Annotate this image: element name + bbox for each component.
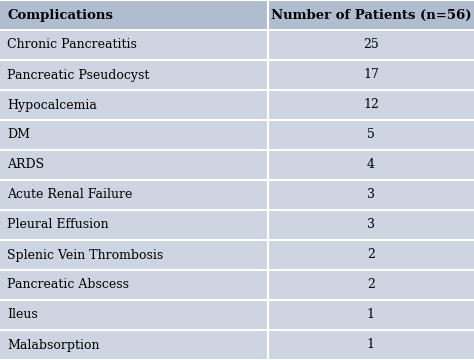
Text: 2: 2 [367, 279, 375, 292]
Text: Ileus: Ileus [7, 309, 38, 321]
Text: Complications: Complications [7, 9, 113, 22]
Text: Pancreatic Pseudocyst: Pancreatic Pseudocyst [7, 68, 149, 81]
Text: 12: 12 [363, 99, 379, 112]
Text: DM: DM [7, 129, 30, 141]
Text: 1: 1 [367, 309, 375, 321]
Text: Acute Renal Failure: Acute Renal Failure [7, 189, 133, 202]
Text: Number of Patients (n=56): Number of Patients (n=56) [271, 9, 471, 22]
Text: Pleural Effusion: Pleural Effusion [7, 219, 109, 231]
Text: 1: 1 [367, 338, 375, 351]
Text: Chronic Pancreatitis: Chronic Pancreatitis [7, 39, 137, 51]
Text: 3: 3 [367, 189, 375, 202]
Text: 25: 25 [363, 39, 379, 51]
Text: 17: 17 [363, 68, 379, 81]
Text: Malabsorption: Malabsorption [7, 338, 100, 351]
Text: 2: 2 [367, 248, 375, 261]
Text: 3: 3 [367, 219, 375, 231]
Bar [0, 0, 474, 30]
Text: 5: 5 [367, 129, 375, 141]
Text: 4: 4 [367, 158, 375, 171]
Text: ARDS: ARDS [7, 158, 44, 171]
Text: Splenic Vein Thrombosis: Splenic Vein Thrombosis [7, 248, 164, 261]
Text: Hypocalcemia: Hypocalcemia [7, 99, 97, 112]
Text: Pancreatic Abscess: Pancreatic Abscess [7, 279, 129, 292]
